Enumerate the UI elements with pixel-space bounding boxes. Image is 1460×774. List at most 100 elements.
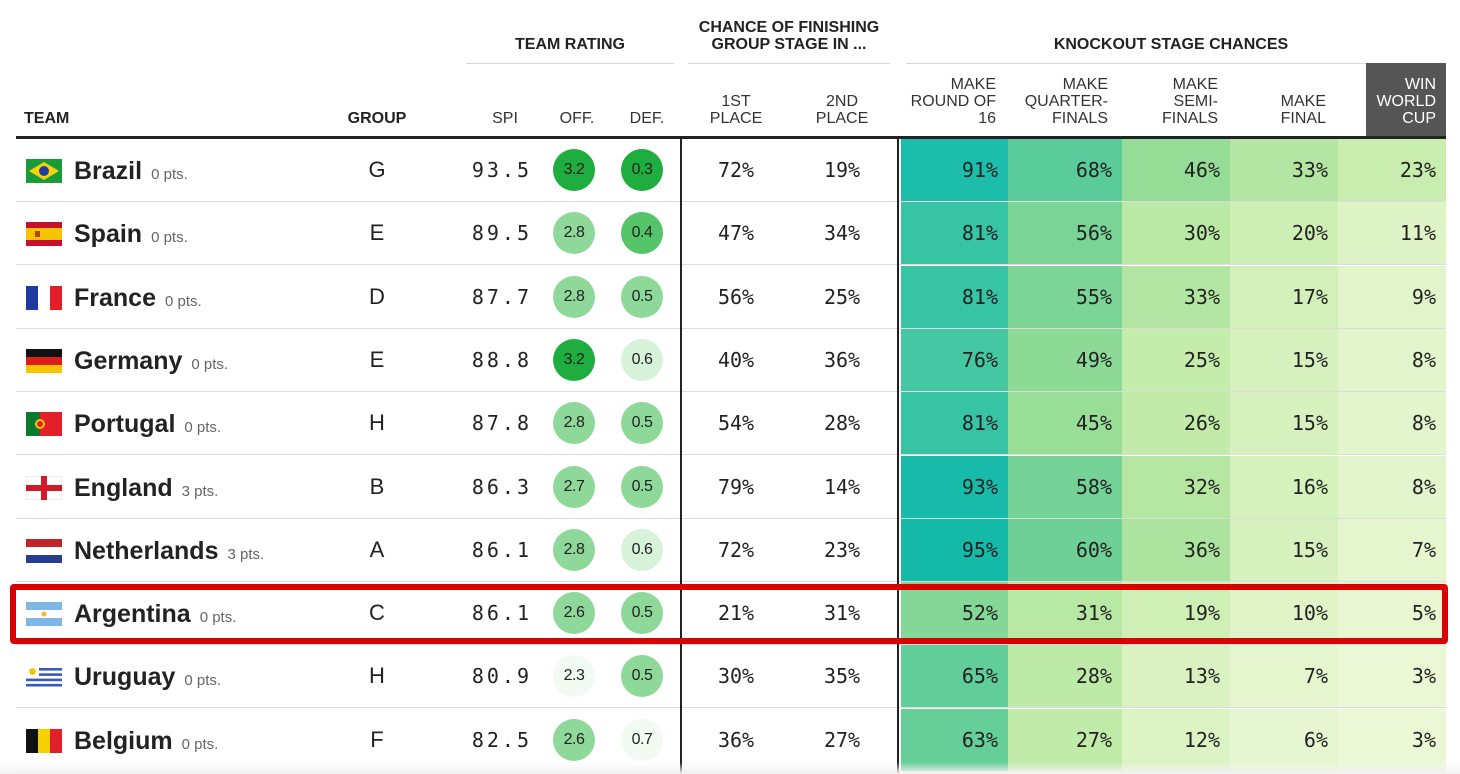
off-rating-bubble: 2.3 xyxy=(553,655,595,698)
team-name-cell[interactable]: England 3 pts. xyxy=(74,456,218,518)
team-row[interactable]: 93% 58% 32% 16% 8% England 3 pts. B 86.3 2.7 0.5 79… xyxy=(16,455,1446,519)
cell-off: 2.8 xyxy=(552,202,596,264)
header-rule xyxy=(16,136,1446,139)
off-rating-bubble: 2.8 xyxy=(553,212,595,255)
cell-off: 3.2 xyxy=(552,329,596,391)
team-row[interactable]: 76% 49% 25% 15% 8% Germany 0 pts. E 88.8 3.2 0.6 40… xyxy=(16,328,1446,392)
col-header-team[interactable]: TEAM xyxy=(24,110,70,127)
col-header-round-of-16[interactable]: MAKE ROUND OF 16 xyxy=(910,76,996,127)
win-world-cup-header-bg xyxy=(1366,63,1446,137)
cell-group: G xyxy=(368,157,386,182)
cell-def: 0.4 xyxy=(620,202,664,264)
cell-def: 0.7 xyxy=(620,709,664,771)
group-stage-header: CHANCE OF FINISHING GROUP STAGE IN ... xyxy=(698,19,880,53)
team-name: Brazil xyxy=(74,157,143,185)
col-header-spi[interactable]: SPI xyxy=(492,110,518,127)
cell-sf: 46% xyxy=(1122,139,1230,201)
col-header-win-world-cup[interactable]: WIN WORLD CUP xyxy=(1376,76,1436,127)
team-row[interactable]: 81% 55% 33% 17% 9% France 0 pts. D 87.7 2.8 0.5 56%… xyxy=(16,265,1446,329)
england-flag-icon xyxy=(26,475,62,500)
team-points: 0 pts. xyxy=(191,355,229,373)
cell-spi: 88.8 xyxy=(471,347,532,372)
cell-r16: 91% xyxy=(901,139,1008,201)
team-row[interactable]: 52% 31% 19% 10% 5% Argentina 0 pts. C 86.1 2.6 0.5… xyxy=(16,582,1446,646)
off-rating-bubble: 3.2 xyxy=(553,338,595,381)
team-rating-rule xyxy=(466,63,674,64)
team-points: 0 pts. xyxy=(184,419,222,437)
team-name-cell[interactable]: Portugal 0 pts. xyxy=(74,392,221,454)
cell-final: 15% xyxy=(1230,518,1338,581)
team-row[interactable]: 81% 56% 30% 20% 11% Spain 0 pts. E 89.5 2.8 0.4 47%… xyxy=(16,202,1446,266)
cell-first-place: 79% xyxy=(717,474,755,499)
team-name-cell[interactable]: Brazil 0 pts. xyxy=(74,139,188,201)
cell-def: 0.5 xyxy=(620,645,664,707)
cell-group: E xyxy=(369,346,385,372)
germany-flag-icon xyxy=(26,348,62,373)
cell-sf: 26% xyxy=(1122,392,1230,455)
team-row[interactable]: 63% 27% 12% 6% 3% Belgium 0 pts. F 82.5 2.6 0.7 36%… xyxy=(16,708,1446,772)
col-header-group[interactable]: GROUP xyxy=(347,110,407,127)
team-row[interactable]: 81% 45% 26% 15% 8% Portugal 0 pts. H 87.8 2.8 0.5 5… xyxy=(16,392,1446,456)
team-name: Portugal xyxy=(74,410,176,439)
team-name-cell[interactable]: Argentina 0 pts. xyxy=(74,582,236,644)
cell-second-place: 34% xyxy=(823,221,861,246)
cell-def: 0.6 xyxy=(620,519,664,581)
team-name: France xyxy=(74,283,156,312)
cell-win: 3% xyxy=(1338,645,1446,708)
cell-spi: 86.1 xyxy=(471,601,532,626)
col-header-final[interactable]: MAKE FINAL xyxy=(1280,93,1326,127)
cell-win: 8% xyxy=(1338,392,1446,455)
cell-group: B xyxy=(369,473,385,499)
cell-qf: 31% xyxy=(1008,582,1122,645)
team-name-cell[interactable]: Spain 0 pts. xyxy=(74,202,188,264)
cell-qf: 49% xyxy=(1008,328,1122,391)
col-header-def[interactable]: DEF. xyxy=(629,110,665,127)
cell-second-place: 28% xyxy=(823,411,861,436)
cell-spi: 80.9 xyxy=(471,664,532,689)
off-rating-bubble: 2.8 xyxy=(553,402,595,445)
team-row[interactable]: 95% 60% 36% 15% 7% Netherlands 3 pts. A 86.1 2.8 0… xyxy=(16,518,1446,582)
cell-final: 17% xyxy=(1230,265,1338,328)
cell-sf: 12% xyxy=(1122,708,1230,771)
col-header-1st-place[interactable]: 1ST PLACE xyxy=(709,93,763,127)
cell-sf: 19% xyxy=(1122,582,1230,645)
team-name: Uruguay xyxy=(74,663,176,692)
team-name-cell[interactable]: Belgium 0 pts. xyxy=(74,709,218,771)
cell-second-place: 36% xyxy=(823,347,861,372)
cell-second-place: 31% xyxy=(823,601,861,626)
cell-group: C xyxy=(369,600,385,626)
team-row[interactable]: 91% 68% 46% 33% 23% Brazil 0 pts. G 93.5 3.2 0.3 72… xyxy=(16,139,1446,202)
cell-spi: 86.1 xyxy=(471,537,532,562)
col-header-quarterfinals[interactable]: MAKE QUARTER- FINALS xyxy=(1024,76,1108,127)
cell-def: 0.5 xyxy=(620,392,664,454)
cell-second-place: 25% xyxy=(823,284,861,309)
col-header-2nd-place[interactable]: 2ND PLACE xyxy=(815,93,869,127)
team-name-cell[interactable]: France 0 pts. xyxy=(74,266,202,328)
cell-group: D xyxy=(369,283,385,309)
cell-group: H xyxy=(369,663,385,689)
col-header-off[interactable]: OFF. xyxy=(559,110,595,127)
cell-qf: 58% xyxy=(1008,455,1122,518)
cell-off: 2.6 xyxy=(552,582,596,644)
team-name: Argentina xyxy=(74,600,191,629)
cell-win: 9% xyxy=(1338,265,1446,328)
team-name-cell[interactable]: Germany 0 pts. xyxy=(74,329,228,391)
cell-r16: 63% xyxy=(901,708,1008,771)
col-header-semifinals[interactable]: MAKE SEMI- FINALS xyxy=(1161,76,1218,127)
cell-r16: 76% xyxy=(901,328,1008,391)
cell-r16: 93% xyxy=(901,455,1008,518)
team-name-cell[interactable]: Uruguay 0 pts. xyxy=(74,645,221,707)
cell-qf: 45% xyxy=(1008,392,1122,455)
rating-divider xyxy=(680,139,682,774)
cell-off: 2.8 xyxy=(552,392,596,454)
def-rating-bubble: 0.6 xyxy=(621,338,663,381)
team-row[interactable]: 65% 28% 13% 7% 3% Uruguay 0 pts. H 80.9 2.3 0.5 30%… xyxy=(16,645,1446,709)
cell-r16: 95% xyxy=(901,518,1008,581)
def-rating-bubble: 0.5 xyxy=(621,592,663,635)
cell-win: 11% xyxy=(1338,202,1446,265)
off-rating-bubble: 2.7 xyxy=(553,465,595,508)
def-rating-bubble: 0.5 xyxy=(621,465,663,508)
team-rating-header: TEAM RATING xyxy=(515,36,625,53)
uruguay-flag-icon xyxy=(26,665,62,690)
team-name-cell[interactable]: Netherlands 3 pts. xyxy=(74,519,264,581)
